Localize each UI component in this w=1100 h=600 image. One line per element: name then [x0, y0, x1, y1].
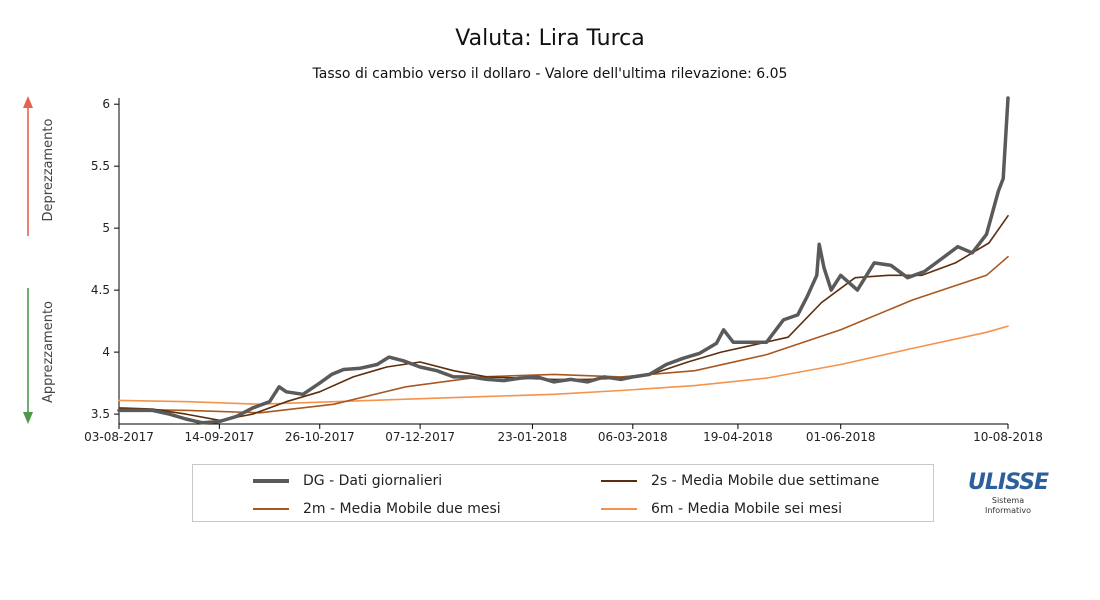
- y-tick-label: 5.5: [91, 159, 110, 173]
- appreciation-arrow-head: [23, 412, 33, 424]
- logo-wordmark: ULISSE: [968, 470, 1049, 495]
- series-line-6m: [118, 325, 1009, 406]
- legend-label-2m: 2m - Media Mobile due mesi: [303, 501, 501, 517]
- y-tick-label: 6: [102, 97, 110, 111]
- y-tick-label: 4: [102, 345, 110, 359]
- series-line-2s: [118, 215, 1009, 422]
- legend-swatch-dg: [253, 479, 289, 483]
- series-line-2m: [118, 255, 1009, 414]
- legend-swatch-2s: [601, 480, 637, 482]
- x-tick-label: 10-08-2018: [973, 430, 1043, 444]
- legend: DG - Dati giornalieri 2s - Media Mobile …: [192, 464, 934, 522]
- x-tick-label: 14-09-2017: [184, 430, 254, 444]
- ulisse-logo: ULISSE Sistema Informativo: [968, 470, 1049, 516]
- logo-line-1: Sistema: [991, 496, 1025, 505]
- x-tick-label: 23-01-2018: [498, 430, 568, 444]
- chart-subtitle: Tasso di cambio verso il dollaro - Valor…: [312, 66, 788, 82]
- legend-swatch-2m: [253, 508, 289, 510]
- legend-label-dg: DG - Dati giornalieri: [303, 473, 443, 489]
- series-layer: [117, 96, 1010, 425]
- y-tick-label: 3.5: [91, 407, 110, 421]
- legend-item-dg[interactable]: DG - Dati giornalieri: [253, 473, 442, 489]
- appreciation-label: Apprezzamento: [41, 301, 56, 403]
- x-tick-label: 19-04-2018: [703, 430, 773, 444]
- y-tick-label: 5: [102, 221, 110, 235]
- series-line-dg: [117, 96, 1010, 425]
- legend-item-2s[interactable]: 2s - Media Mobile due settimane: [601, 473, 879, 489]
- x-tick-label: 26-10-2017: [285, 430, 355, 444]
- y-tick-label: 4.5: [91, 283, 110, 297]
- chart-title: Valuta: Lira Turca: [455, 26, 645, 51]
- legend-swatch-6m: [601, 508, 637, 510]
- x-tick-label: 07-12-2017: [385, 430, 455, 444]
- depreciation-label: Deprezzamento: [41, 119, 56, 222]
- legend-item-2m[interactable]: 2m - Media Mobile due mesi: [253, 501, 501, 517]
- legend-label-6m: 6m - Media Mobile sei mesi: [651, 501, 843, 517]
- side-labels: Deprezzamento Apprezzamento: [23, 96, 56, 424]
- x-tick-label: 01-06-2018: [806, 430, 876, 444]
- x-tick-label: 06-03-2018: [598, 430, 668, 444]
- depreciation-arrow-head: [23, 96, 33, 108]
- x-tick-label: 03-08-2017: [84, 430, 154, 444]
- legend-item-6m[interactable]: 6m - Media Mobile sei mesi: [601, 501, 842, 517]
- legend-label-2s: 2s - Media Mobile due settimane: [651, 473, 880, 489]
- axes: 3.5 4 4.5 5 5.5 6 03-08-2017 14-09-2017 26-10-20…: [84, 97, 1043, 444]
- logo-line-2: Informativo: [985, 506, 1031, 515]
